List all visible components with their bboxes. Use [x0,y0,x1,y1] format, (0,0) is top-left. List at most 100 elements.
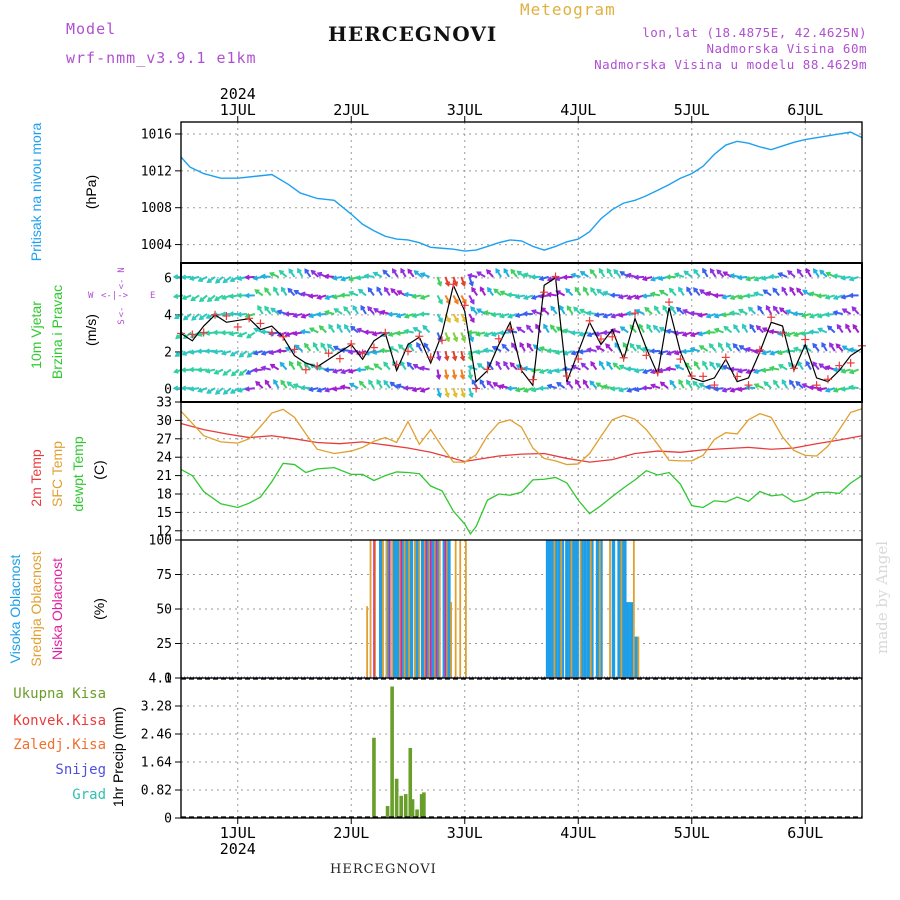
wind-arrow-head [729,387,736,393]
wind-arrow-head [625,310,632,317]
wind-arrow-head [598,267,604,274]
wind-arrow-head [522,365,528,372]
wind-arrow-head [487,286,492,293]
precip-bar [394,778,399,818]
wind-arrow-head [852,323,858,330]
wind-arrow-head [713,386,719,392]
wind-arrow-head [556,381,562,387]
wind-arrow-head [260,329,266,335]
wind-arrow-head [172,293,179,300]
wind-arrow-head [347,349,354,355]
wind-arrow-head [407,268,413,274]
wind-arrow-head [444,355,450,362]
precip-bar [390,686,394,818]
wind-arrow-head [546,291,552,298]
wind-arrow-head [649,291,656,297]
wind-arrow-head [220,294,227,301]
wind-arrow-head [476,271,482,277]
wind-arrow-head [204,368,211,374]
wind-arrow-head [468,336,475,343]
wind-arrow-head [753,383,760,389]
wind-arrow-head [836,323,842,330]
plot-frame [180,121,863,819]
wind-arrow-head [276,309,283,315]
wind-arrow-head [498,330,504,336]
x-day-label-bottom: 5JUL [674,824,710,842]
wind-unit: (m/s) [83,314,99,346]
wind-arrow-head [222,370,228,376]
x-day-label-top: 6JUL [787,101,823,119]
wind-arrow-head [721,294,727,300]
wind-arrow-head [650,276,656,282]
cloud-bar [379,540,383,678]
wind-arrow-head [205,313,211,319]
cloud-bar [560,540,565,678]
wind-arrow-head [845,323,851,329]
lonlat-label: lon,lat (18.4875E, 42.4625N) [642,25,867,40]
wind-arrow-head [622,341,628,348]
wind-arrow-head [601,329,608,336]
wind-arrow-head [363,365,370,371]
wind-arrow-head [721,312,727,318]
wind-arrow-head [619,271,625,276]
y-tick-label: 27 [156,432,172,447]
wind-arrow-head [585,310,592,316]
cloud-bar [435,540,440,678]
wind-arrow-head [237,332,243,338]
wind-arrow-head [252,275,258,281]
dir-legend-vert-bot: <- [117,307,127,318]
wind-arrow-head [522,387,529,393]
precip-legend-item: Konvek.Kisa [13,713,106,729]
wind-arrow-head [371,331,378,337]
wind-arrow-head [180,367,187,373]
wind-arrow-head [396,290,402,296]
y-tick-label: 1004 [141,238,172,253]
wind-arrow-head [605,343,611,349]
wind-arrow-head [674,364,680,370]
cloud-bar [557,540,561,678]
wind-arrow-head [848,369,855,375]
wind-arrow-head [506,385,512,392]
wind-arrow-head [469,299,475,305]
temp-line-0 [180,422,863,463]
wind-arrow-head [486,379,492,386]
wind-arrow-head [669,305,675,311]
wind-arrow-head [423,342,429,348]
x-day-label-bottom: 4JUL [560,824,596,842]
precip-legend-item: Zaledj.Kisa [13,737,106,753]
temp-line-1 [180,408,863,466]
wind-arrow-head [522,272,529,278]
wind-arrow-head [665,274,671,280]
wind-arrow-head [320,342,326,348]
wind-arrow-head [697,312,703,318]
y-tick-label: 50 [156,603,172,618]
wind-arrow-head [236,275,243,282]
wind-arrow-head [387,331,394,337]
y-tick-label: 4.1 [149,672,172,687]
wind-arrow-head [411,293,417,300]
wind-arrow-head [659,381,665,387]
wind-arrow-head [340,369,346,375]
wind-arrow-head [773,379,778,385]
wind-arrow-head [493,288,499,294]
wind-arrow-head [236,292,242,299]
x-day-label-top: 1JUL [220,101,256,119]
wind-arrow-head [550,305,556,311]
wind-arrow-head [395,330,401,336]
wind-arrow-head [471,286,477,293]
footer-station: HERCEGNOVI [330,862,437,877]
precip-bar [422,792,426,818]
wind-arrow-head [832,310,838,316]
cloud-bar [396,540,400,678]
wind-arrow-head [662,304,668,311]
wind-arrow-head [805,267,811,274]
wind-arrow-head [753,291,759,297]
cloud-bar [428,540,431,678]
wind-arrow-head [173,368,179,374]
wind-arrow-head [726,342,731,348]
wind-arrow-head [718,342,723,348]
wind-arrow-head [188,386,195,392]
wind-arrow-head [612,362,618,368]
wind-arrow-head [198,315,204,321]
y-tick-label: 100 [149,534,172,549]
